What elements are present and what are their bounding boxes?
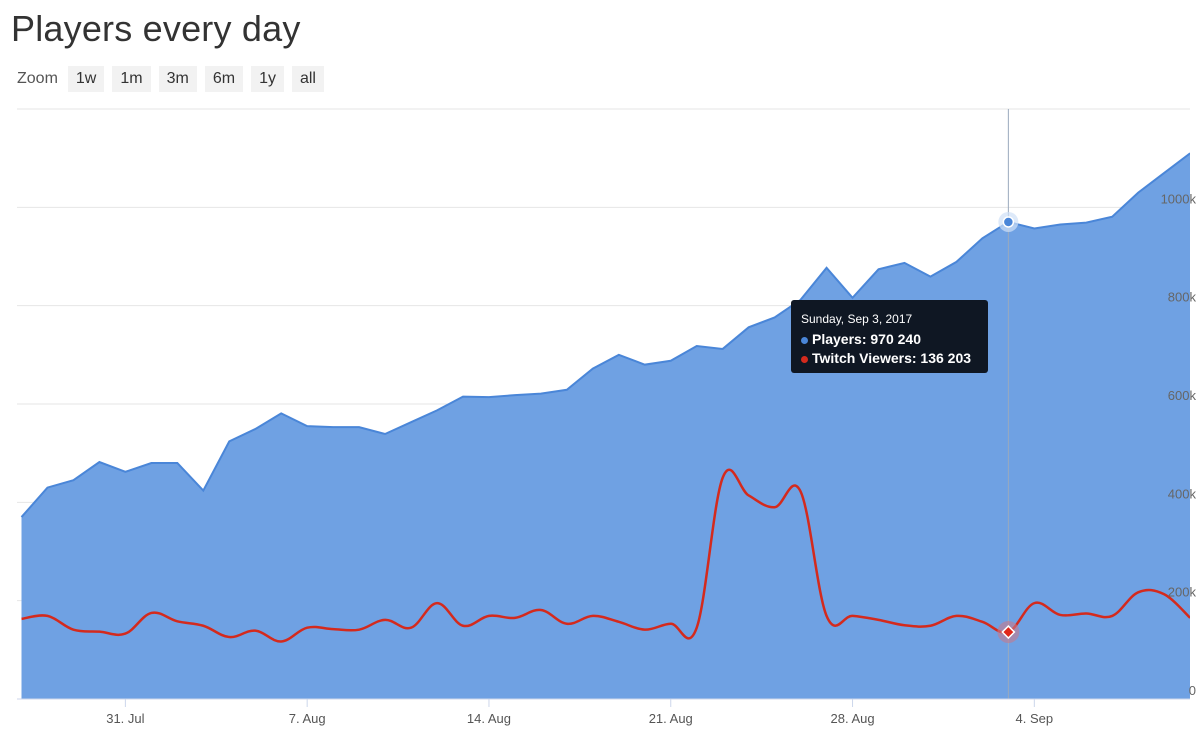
- players-line: [20, 152, 1190, 518]
- tooltip-players-label: Players:: [812, 331, 867, 347]
- zoom-1w-button[interactable]: 1w: [67, 66, 105, 92]
- zoom-3m-button[interactable]: 3m: [158, 66, 197, 92]
- twitch-line: [21, 468, 1190, 643]
- tooltip-players-value: 970 240: [870, 331, 921, 347]
- zoom-6m-button[interactable]: 6m: [204, 66, 244, 92]
- tooltip-twitch-row: Twitch Viewers: 136 203: [801, 349, 978, 368]
- zoom-bar: Zoom 1w 1m 3m 6m 1y all: [17, 66, 324, 92]
- x-tick-label: 14. Aug: [467, 711, 511, 726]
- x-tick-label: 21. Aug: [649, 711, 693, 726]
- zoom-all-button[interactable]: all: [291, 66, 324, 92]
- y-tick-label: 200k: [1168, 585, 1197, 600]
- twitch-dot-icon: [801, 355, 808, 363]
- y-tick-label: 0: [1189, 683, 1196, 698]
- x-tick-label: 28. Aug: [830, 711, 874, 726]
- tooltip-players-row: Players: 970 240: [801, 330, 978, 349]
- y-tick-label: 800k: [1168, 290, 1197, 305]
- tooltip: Sunday, Sep 3, 2017 Players: 970 240 Twi…: [791, 300, 988, 373]
- players-hover-marker: [1002, 216, 1015, 228]
- y-tick-label: 600k: [1168, 388, 1197, 403]
- players-dot-icon: [801, 336, 808, 344]
- twitch-hover-marker: [1001, 624, 1016, 640]
- zoom-label: Zoom: [17, 70, 58, 87]
- x-tick-label: 7. Aug: [289, 711, 326, 726]
- y-tick-label: 1000k: [1161, 191, 1197, 206]
- chart-title: Players every day: [11, 8, 301, 49]
- zoom-1y-button[interactable]: 1y: [251, 66, 284, 92]
- x-tick-label: 4. Sep: [1016, 711, 1054, 726]
- tooltip-twitch-value: 136 203: [920, 350, 972, 366]
- zoom-1m-button[interactable]: 1m: [112, 66, 151, 92]
- tooltip-twitch-label: Twitch Viewers:: [812, 350, 917, 366]
- y-tick-label: 400k: [1168, 486, 1197, 501]
- tooltip-date: Sunday, Sep 3, 2017: [801, 312, 913, 326]
- x-tick-label: 31. Jul: [106, 711, 144, 726]
- plot-area: [20, 152, 1190, 699]
- players-area: [21, 153, 1190, 699]
